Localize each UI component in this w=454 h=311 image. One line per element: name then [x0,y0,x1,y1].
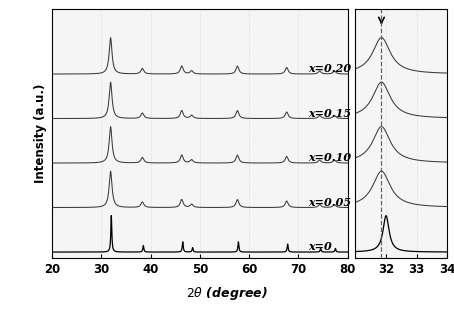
Text: $2\theta$ (degree): $2\theta$ (degree) [186,285,268,302]
Text: x=0.20: x=0.20 [308,63,351,74]
Text: x=0.10: x=0.10 [308,152,351,163]
Text: x=0.05: x=0.05 [308,197,351,207]
Text: x=0: x=0 [308,241,332,252]
Text: x=0.15: x=0.15 [308,108,351,118]
Y-axis label: Intensity (a.u.): Intensity (a.u.) [34,84,47,183]
